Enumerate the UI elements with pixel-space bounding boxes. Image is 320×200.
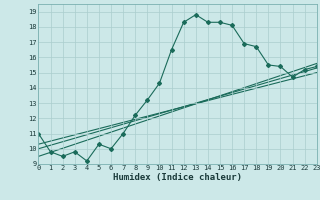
X-axis label: Humidex (Indice chaleur): Humidex (Indice chaleur): [113, 173, 242, 182]
